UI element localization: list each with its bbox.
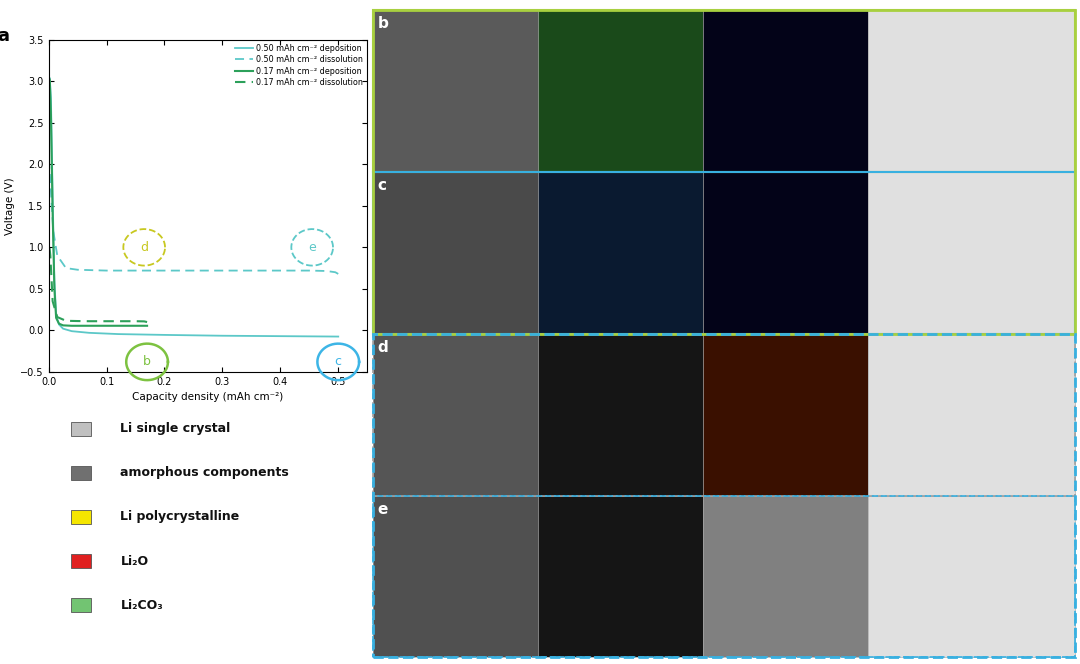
Bar	[71, 598, 91, 612]
Text: amorphous components: amorphous components	[120, 466, 289, 479]
Text: a: a	[0, 27, 10, 44]
Text: b: b	[144, 355, 151, 369]
Text: Li single crystal: Li single crystal	[120, 422, 231, 435]
X-axis label: Capacity density (mAh cm⁻²): Capacity density (mAh cm⁻²)	[132, 392, 284, 402]
Text: Li₂CO₃: Li₂CO₃	[120, 599, 163, 612]
Text: c: c	[335, 355, 341, 369]
Text: c: c	[378, 178, 387, 193]
Bar	[71, 554, 91, 568]
Text: d: d	[378, 340, 389, 355]
Bar	[71, 466, 91, 480]
Y-axis label: Voltage (V): Voltage (V)	[4, 177, 15, 234]
Bar	[71, 422, 91, 436]
Text: e: e	[308, 241, 316, 254]
Text: b: b	[378, 17, 389, 31]
Legend: 0.50 mAh cm⁻² deposition, 0.50 mAh cm⁻² dissolution, 0.17 mAh cm⁻² deposition, 0: 0.50 mAh cm⁻² deposition, 0.50 mAh cm⁻² …	[235, 44, 363, 87]
Text: e: e	[378, 502, 388, 517]
Text: Li polycrystalline: Li polycrystalline	[120, 511, 240, 523]
Text: d: d	[140, 241, 148, 254]
Text: Li₂O: Li₂O	[120, 554, 149, 568]
Bar	[71, 510, 91, 524]
